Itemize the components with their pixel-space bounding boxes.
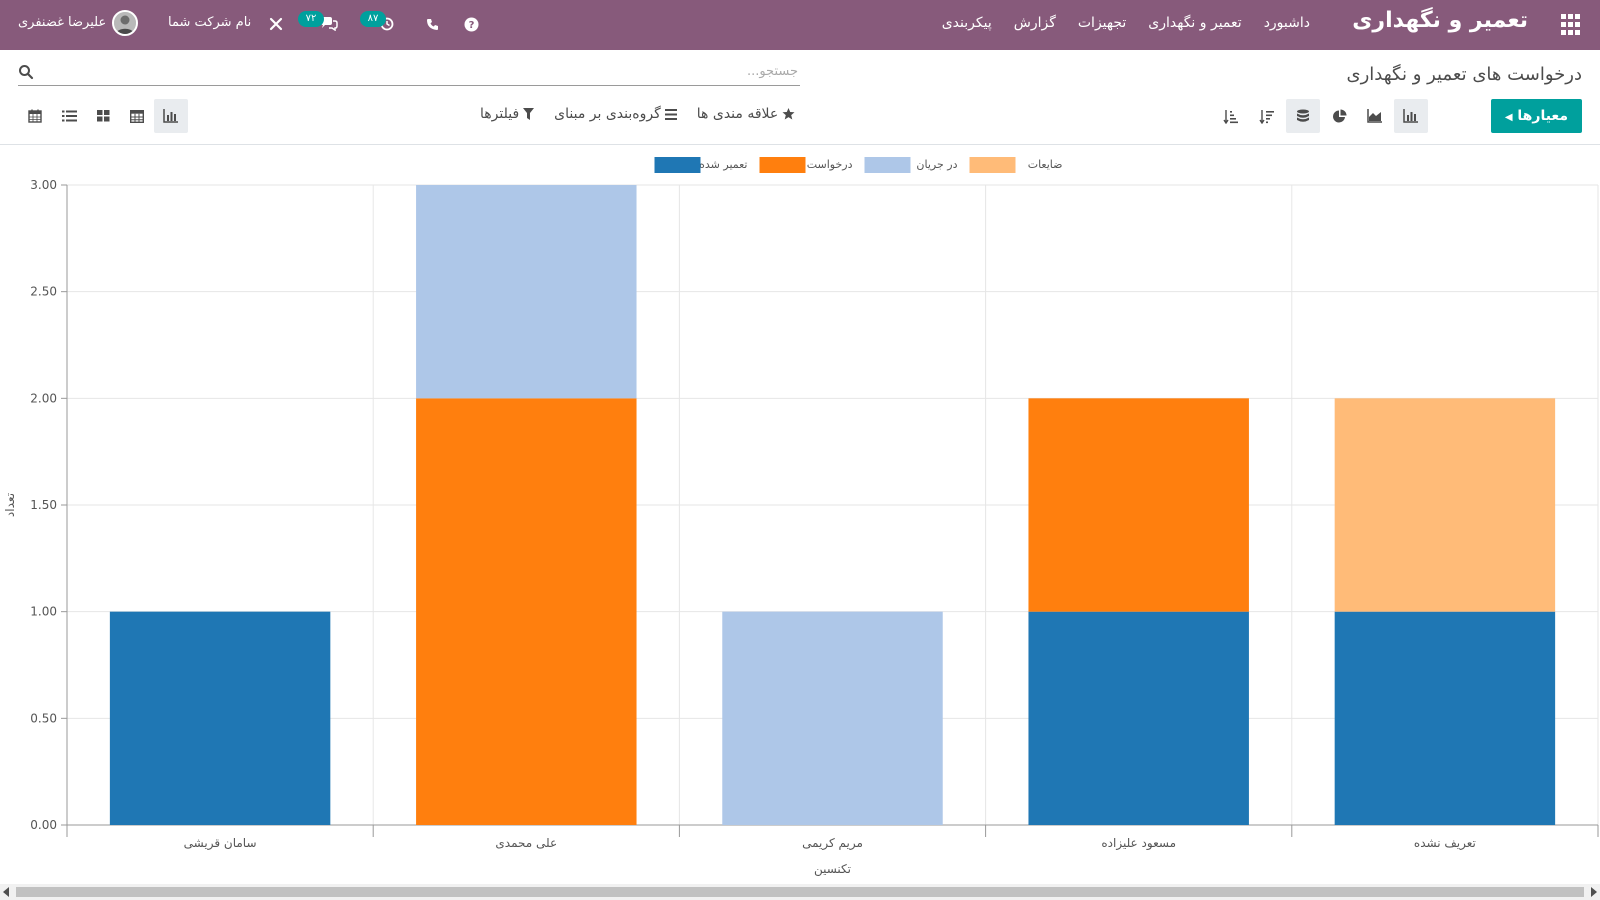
x-tick-label: علی محمدی (495, 836, 557, 850)
pie-chart-icon[interactable] (1322, 99, 1356, 133)
y-axis-title: تعداد (3, 493, 17, 517)
main-menu: داشبورد تعمیر و نگهداری تجهیزات گزارش پی… (942, 15, 1310, 31)
menu-item-dashboard[interactable]: داشبورد (1263, 15, 1310, 31)
graph-view-icon[interactable] (154, 99, 188, 133)
x-tick-label: تعریف نشده (1414, 836, 1476, 851)
y-tick-label: 1.50 (30, 498, 57, 512)
y-tick-label: 3.00 (30, 178, 57, 192)
legend-swatch (759, 157, 806, 173)
bar-segment (416, 398, 637, 825)
bar-chart-icon[interactable] (1394, 99, 1428, 133)
kanban-view-icon[interactable] (86, 99, 120, 133)
bar-segment (109, 611, 331, 825)
bar-chart: 0.00 0.50 1.00 1.50 2.00 2.50 3.00 سامان قریشی ع… (3, 157, 1599, 877)
bar-segment (1028, 398, 1249, 612)
calendar-view-icon[interactable] (18, 99, 52, 133)
company-switcher[interactable]: نام شرکت شما (168, 15, 252, 30)
bar-segment (1334, 611, 1556, 825)
groupby-label: گروه‌بندی بر مبنای (554, 106, 661, 122)
sort-desc-icon[interactable] (1214, 99, 1248, 133)
star-icon (782, 108, 795, 120)
x-tick-label: سامان قریشی (184, 836, 257, 851)
filter-icon (523, 108, 535, 120)
activities-badge[interactable]: ۸۷ (360, 11, 386, 27)
legend-label: تعمیر شده (699, 158, 747, 171)
favorites-label: علاقه مندی ها (696, 106, 779, 122)
filters-dropdown[interactable]: فیلترها (480, 106, 535, 122)
y-tick-label: 2.50 (30, 285, 57, 299)
bar-segment (722, 611, 943, 825)
stack-icon[interactable] (1286, 99, 1320, 133)
menu-item-configuration[interactable]: پیکربندی (941, 15, 992, 31)
menu-item-equipment[interactable]: تجهیزات (1077, 15, 1127, 31)
favorites-dropdown[interactable]: علاقه مندی ها (697, 106, 795, 122)
x-tick-label: مسعود علیزاده (1101, 836, 1176, 851)
y-tick-label: 0.00 (30, 818, 57, 832)
legend-swatch (654, 157, 701, 173)
scroll-right-icon[interactable] (1591, 887, 1597, 897)
x-tick-label: مریم کریمی (802, 836, 863, 851)
search-input[interactable]: جستجو... (18, 60, 800, 86)
menu-item-reporting[interactable]: گزارش (1013, 15, 1056, 31)
search-icon[interactable] (18, 64, 34, 80)
horizontal-scrollbar[interactable] (0, 884, 1600, 900)
search-placeholder: جستجو... (746, 64, 798, 79)
legend-label: ضایعات (1028, 158, 1063, 171)
breadcrumb: درخواست های تعمیر و نگهداری (1346, 64, 1582, 85)
bar-segment (1028, 611, 1249, 825)
messages-badge[interactable]: ۷۲ (298, 11, 324, 27)
filters-label: فیلترها (480, 106, 520, 122)
scrollbar-thumb[interactable] (16, 887, 1584, 897)
bar-segment (416, 185, 637, 399)
area-chart-icon[interactable] (1358, 99, 1392, 133)
bar-segment (1334, 398, 1556, 612)
avatar-image (114, 12, 136, 34)
legend-swatch (969, 157, 1016, 173)
svg-text:?: ? (468, 20, 474, 31)
tools-icon[interactable] (265, 13, 287, 35)
y-tick-label: 0.50 (30, 711, 57, 725)
groupby-dropdown[interactable]: گروه‌بندی بر مبنای (554, 106, 677, 122)
phone-icon[interactable] (421, 13, 443, 35)
systray: علیرضا غضنفری نام شرکت شما ۷۲ ۸۷ ? (0, 0, 500, 50)
x-axis-title: تکنسین (814, 862, 851, 877)
y-tick-label: 1.00 (30, 605, 57, 619)
legend-label: در جریان (916, 158, 957, 171)
help-icon[interactable]: ? (460, 13, 482, 35)
control-panel: درخواست های تعمیر و نگهداری جستجو... معی… (0, 50, 1600, 145)
graph-mode-buttons (1214, 99, 1428, 133)
view-switcher (18, 99, 188, 133)
legend-swatch (864, 157, 911, 173)
user-name[interactable]: علیرضا غضنفری (18, 15, 107, 30)
list-icon (664, 108, 677, 120)
measures-label: معیارها (1517, 108, 1568, 124)
avatar[interactable] (112, 10, 138, 36)
sort-asc-icon[interactable] (1250, 99, 1284, 133)
y-tick-label: 2.00 (30, 391, 57, 405)
search-options: فیلترها گروه‌بندی بر مبنای علاقه مندی ها (480, 106, 795, 122)
scroll-left-icon[interactable] (3, 887, 9, 897)
main-navbar: تعمیر و نگهداری داشبورد تعمیر و نگهداری … (0, 0, 1600, 50)
measures-button[interactable]: معیارها ◀ (1490, 99, 1582, 133)
caret-left-icon: ◀ (1504, 112, 1513, 123)
list-view-icon[interactable] (52, 99, 86, 133)
graph-renderer: 0.00 0.50 1.00 1.50 2.00 2.50 3.00 سامان قریشی ع… (0, 145, 1600, 880)
app-brand[interactable]: تعمیر و نگهداری (1352, 8, 1528, 33)
pivot-view-icon[interactable] (120, 99, 154, 133)
menu-item-maintenance[interactable]: تعمیر و نگهداری (1148, 15, 1242, 31)
apps-grid-icon[interactable] (1558, 14, 1580, 36)
